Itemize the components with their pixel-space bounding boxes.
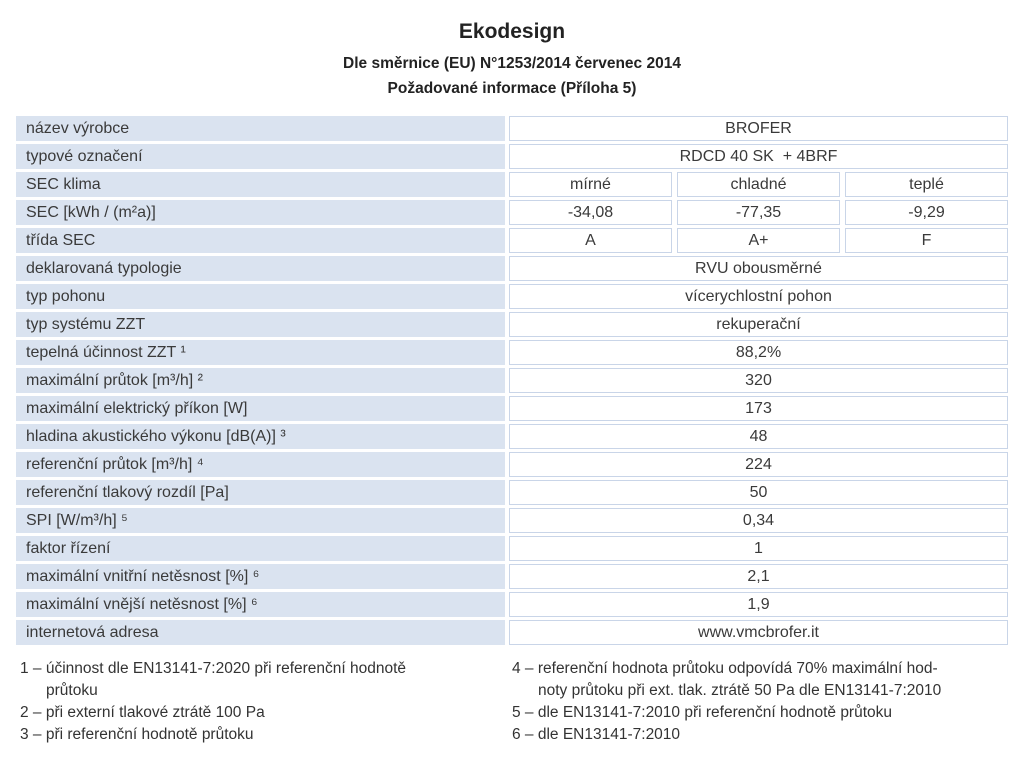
row-label: hladina akustického výkonu [dB(A)] ³ — [16, 424, 505, 449]
document-header: Ekodesign Dle směrnice (EU) N°1253/2014 … — [16, 20, 1008, 101]
table-row: maximální elektrický příkon [W] 173 — [16, 396, 1008, 421]
row-value: 320 — [509, 368, 1008, 393]
document-page: Ekodesign Dle směrnice (EU) N°1253/2014 … — [16, 20, 1008, 746]
row-value: -77,35 — [677, 200, 840, 225]
row-value: F — [845, 228, 1008, 253]
table-row: SPI [W/m³/h] ⁵ 0,34 — [16, 508, 1008, 533]
spec-table: název výrobce BROFER typové označení RDC… — [16, 116, 1008, 645]
table-row: maximální vnitřní netěsnost [%] ⁶ 2,1 — [16, 564, 1008, 589]
table-row: třída SEC A A+ F — [16, 228, 1008, 253]
footnote-6: 6 – dle EN13141-7:2010 — [512, 726, 681, 743]
row-value: BROFER — [509, 116, 1008, 141]
row-value: mírné — [509, 172, 672, 197]
table-row: referenční průtok [m³/h] ⁴ 224 — [16, 452, 1008, 477]
row-label: maximální vnější netěsnost [%] ⁶ — [16, 592, 505, 617]
row-value: -34,08 — [509, 200, 672, 225]
row-label: typové označení — [16, 144, 505, 169]
footnote-4: 4 – referenční hodnota průtoku odpovídá … — [512, 660, 942, 699]
footnote-5: 5 – dle EN13141-7:2010 při referenční ho… — [512, 704, 893, 721]
row-value: -9,29 — [845, 200, 1008, 225]
row-value: rekuperační — [509, 312, 1008, 337]
row-value: chladné — [677, 172, 840, 197]
row-label: referenční tlakový rozdíl [Pa] — [16, 480, 505, 505]
row-value: 88,2% — [509, 340, 1008, 365]
row-value: 2,1 — [509, 564, 1008, 589]
row-label: SEC [kWh / (m²a)] — [16, 200, 505, 225]
row-label: SPI [W/m³/h] ⁵ — [16, 508, 505, 533]
table-row: referenční tlakový rozdíl [Pa] 50 — [16, 480, 1008, 505]
table-row: maximální vnější netěsnost [%] ⁶ 1,9 — [16, 592, 1008, 617]
row-value: RDCD 40 SK + 4BRF — [509, 144, 1008, 169]
row-label: název výrobce — [16, 116, 505, 141]
footnote-1: 1 – účinnost dle EN13141-7:2020 při refe… — [20, 660, 407, 699]
row-value: 48 — [509, 424, 1008, 449]
row-label: třída SEC — [16, 228, 505, 253]
row-value-website: www.vmcbrofer.it — [509, 620, 1008, 645]
row-value: vícerychlostní pohon — [509, 284, 1008, 309]
page-subtitle-directive: Dle směrnice (EU) N°1253/2014 červenec 2… — [343, 55, 681, 72]
row-value: 50 — [509, 480, 1008, 505]
row-label: maximální vnitřní netěsnost [%] ⁶ — [16, 564, 505, 589]
footnote-3: 3 – při referenční hodnotě průtoku — [20, 726, 254, 743]
row-label: SEC klima — [16, 172, 505, 197]
row-value: 173 — [509, 396, 1008, 421]
row-value: A+ — [677, 228, 840, 253]
row-value: A — [509, 228, 672, 253]
table-row: typ systému ZZT rekuperační — [16, 312, 1008, 337]
row-label: maximální průtok [m³/h] ² — [16, 368, 505, 393]
row-label: deklarovaná typologie — [16, 256, 505, 281]
row-label: faktor řízení — [16, 536, 505, 561]
table-row: typové označení RDCD 40 SK + 4BRF — [16, 144, 1008, 169]
row-value: teplé — [845, 172, 1008, 197]
row-label: tepelná účinnost ZZT ¹ — [16, 340, 505, 365]
row-label: maximální elektrický příkon [W] — [16, 396, 505, 421]
table-row: internetová adresa www.vmcbrofer.it — [16, 620, 1008, 645]
table-row: hladina akustického výkonu [dB(A)] ³ 48 — [16, 424, 1008, 449]
footnote-2: 2 – při externí tlakové ztrátě 100 Pa — [20, 704, 265, 721]
table-row: tepelná účinnost ZZT ¹ 88,2% — [16, 340, 1008, 365]
footnotes-right-column: 4 – referenční hodnota průtoku odpovídá … — [509, 658, 1008, 746]
table-row: typ pohonu vícerychlostní pohon — [16, 284, 1008, 309]
footnotes: 1 – účinnost dle EN13141-7:2020 při refe… — [16, 658, 1008, 746]
row-value: 0,34 — [509, 508, 1008, 533]
row-label: typ systému ZZT — [16, 312, 505, 337]
page-title: Ekodesign — [458, 20, 566, 43]
page-subtitle-annex: Požadované informace (Příloha 5) — [387, 80, 637, 97]
table-row: SEC klima mírné chladné teplé — [16, 172, 1008, 197]
row-value: 224 — [509, 452, 1008, 477]
table-row: název výrobce BROFER — [16, 116, 1008, 141]
table-row: faktor řízení 1 — [16, 536, 1008, 561]
table-row: SEC [kWh / (m²a)] -34,08 -77,35 -9,29 — [16, 200, 1008, 225]
table-row: maximální průtok [m³/h] ² 320 — [16, 368, 1008, 393]
row-label: referenční průtok [m³/h] ⁴ — [16, 452, 505, 477]
row-label: typ pohonu — [16, 284, 505, 309]
footnotes-left-column: 1 – účinnost dle EN13141-7:2020 při refe… — [16, 658, 505, 746]
table-row: deklarovaná typologie RVU obousměrné — [16, 256, 1008, 281]
row-value: RVU obousměrné — [509, 256, 1008, 281]
row-value: 1 — [509, 536, 1008, 561]
row-value: 1,9 — [509, 592, 1008, 617]
row-label: internetová adresa — [16, 620, 505, 645]
